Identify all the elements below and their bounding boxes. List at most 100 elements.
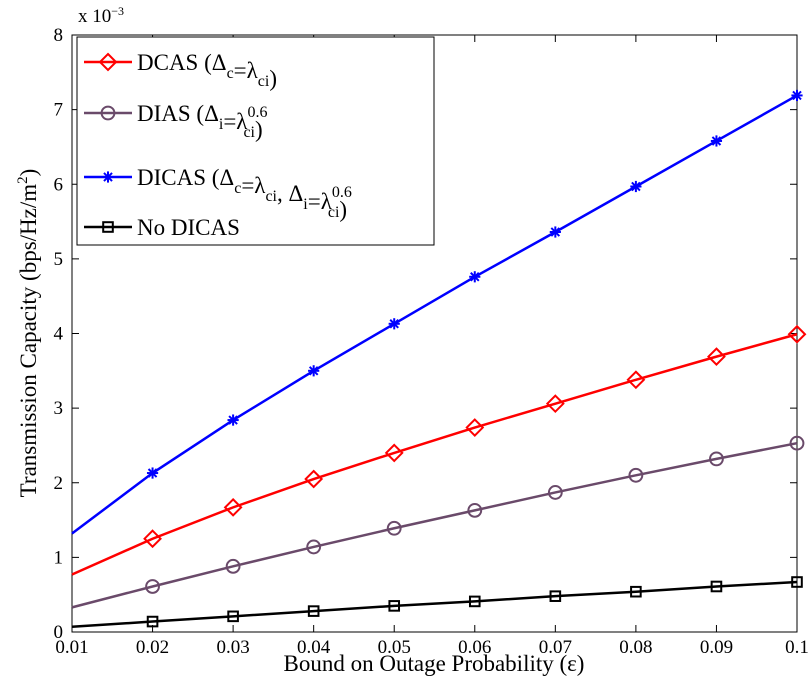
x-tick-label: 0.1 bbox=[785, 637, 809, 658]
legend-sub: ci bbox=[258, 73, 270, 90]
x-tick-label: 0.07 bbox=[539, 637, 572, 658]
legend-item-dicas: DICAS (Δc=λci, Δi=λ0.6 ci) bbox=[84, 165, 352, 222]
legend-label: DCAS (Δc=λci) bbox=[137, 50, 277, 91]
series-line-nodicas bbox=[71, 580, 798, 629]
asterisk-marker bbox=[549, 226, 561, 238]
legend-label: DICAS (Δc=λci, Δi=λ0.6 ci) bbox=[137, 165, 352, 222]
y-axis-label-text: Transmission Capacity (bps/Hz/m bbox=[16, 184, 41, 498]
square-marker bbox=[710, 580, 723, 593]
diamond-marker bbox=[304, 469, 324, 489]
legend-text: ) bbox=[255, 117, 263, 142]
legend-label: No DICAS bbox=[137, 215, 240, 240]
legend-text: DICAS (Δ bbox=[137, 165, 234, 190]
legend-text: =λ bbox=[234, 58, 259, 83]
circle-marker bbox=[467, 502, 483, 518]
diamond-marker bbox=[465, 418, 485, 437]
diamond-marker bbox=[626, 370, 646, 390]
y-exponent-base: x 10 bbox=[78, 6, 111, 27]
y-exponent: x 10−3 bbox=[78, 4, 124, 27]
x-axis-label: Bound on Outage Probability (ε) bbox=[284, 651, 585, 676]
diamond-marker bbox=[384, 443, 404, 463]
legend-text: =λ bbox=[241, 173, 266, 198]
square-marker bbox=[146, 615, 159, 628]
legend-sub: i bbox=[303, 196, 308, 213]
square-marker bbox=[388, 600, 401, 612]
asterisk-marker bbox=[146, 467, 159, 479]
y-tick-label: 8 bbox=[54, 25, 64, 46]
legend-text: DIAS (Δ bbox=[137, 101, 219, 126]
circle-marker bbox=[386, 520, 402, 536]
series-line-dias bbox=[71, 441, 798, 609]
y-tick-label: 2 bbox=[54, 473, 64, 494]
square-marker bbox=[102, 221, 114, 233]
legend-box bbox=[76, 36, 435, 246]
x-tick-label: 0.09 bbox=[700, 637, 733, 658]
asterisk-marker bbox=[308, 365, 320, 377]
y-tick-label: 1 bbox=[54, 547, 64, 568]
y-tick-label: 7 bbox=[54, 100, 64, 121]
asterisk-marker bbox=[469, 271, 481, 283]
y-tick-label: 5 bbox=[54, 249, 64, 270]
legend-sub: ci bbox=[243, 124, 255, 141]
x-tick-label: 0.06 bbox=[458, 637, 491, 658]
legend-sub: ci bbox=[265, 188, 277, 205]
legend-text: ) bbox=[339, 197, 347, 222]
x-tick-label: 0.02 bbox=[136, 637, 169, 658]
x-tick-label: 0.03 bbox=[216, 637, 249, 658]
diamond-marker bbox=[98, 52, 118, 72]
legend-text: , Δ bbox=[277, 181, 303, 206]
legend-text: No DICAS bbox=[137, 215, 240, 240]
circle-marker bbox=[306, 539, 322, 555]
legend-text: =λ bbox=[308, 189, 333, 214]
square-marker bbox=[630, 585, 642, 598]
legend-text: =λ bbox=[223, 109, 248, 134]
x-tick-label: 0.04 bbox=[297, 637, 331, 658]
series-layer bbox=[71, 89, 807, 629]
diamond-marker bbox=[707, 347, 726, 367]
legend-text: ) bbox=[269, 66, 277, 91]
asterisk-marker bbox=[388, 318, 400, 330]
legend-text: DCAS (Δ bbox=[137, 50, 227, 75]
legend-item-dias: DIAS (Δi=λ0.6 ci) bbox=[84, 101, 267, 142]
circle-marker bbox=[100, 105, 116, 121]
asterisk-marker bbox=[710, 135, 723, 147]
series-nodicas bbox=[71, 576, 803, 629]
y-axis-label-tail: ) bbox=[16, 169, 41, 177]
y-tick-label: 4 bbox=[54, 324, 64, 345]
legend-sub: c bbox=[234, 180, 241, 197]
circle-marker bbox=[547, 485, 563, 500]
circle-marker bbox=[628, 467, 644, 483]
legend-item-nodicas: No DICAS bbox=[84, 215, 240, 240]
series-dicas bbox=[71, 89, 803, 535]
circle-marker bbox=[709, 451, 724, 467]
asterisk-marker bbox=[227, 414, 239, 426]
series-line-dcas bbox=[71, 333, 798, 576]
series-dias bbox=[71, 435, 805, 609]
square-marker bbox=[307, 605, 320, 617]
circle-marker bbox=[145, 579, 160, 594]
diamond-marker bbox=[223, 497, 243, 517]
y-tick-label: 0 bbox=[54, 622, 64, 643]
legend-sup: 0.6 bbox=[247, 104, 267, 121]
diamond-marker bbox=[787, 324, 807, 344]
x-tick-label: 0.01 bbox=[55, 637, 88, 658]
diamond-marker bbox=[143, 529, 162, 549]
x-tick-label: 0.05 bbox=[378, 637, 411, 658]
series-line-dicas bbox=[71, 94, 798, 535]
asterisk-marker bbox=[630, 180, 642, 193]
legend-item-dcas: DCAS (Δc=λci) bbox=[84, 50, 277, 91]
square-marker bbox=[468, 595, 481, 608]
legend-sup: 0.6 bbox=[332, 184, 352, 201]
series-dcas bbox=[71, 324, 807, 576]
y-axis-label: Transmission Capacity (bps/Hz/m2) bbox=[15, 169, 41, 498]
legend-sub: i bbox=[219, 116, 224, 133]
x-tick-label: 0.08 bbox=[619, 637, 652, 658]
y-axis-label-sup: 2 bbox=[15, 176, 31, 184]
y-tick-label: 3 bbox=[54, 398, 64, 419]
square-marker bbox=[549, 590, 562, 602]
circle-marker bbox=[225, 558, 241, 574]
y-tick-label: 6 bbox=[54, 174, 64, 195]
diamond-marker bbox=[545, 394, 565, 414]
legend-sub: c bbox=[227, 65, 234, 82]
